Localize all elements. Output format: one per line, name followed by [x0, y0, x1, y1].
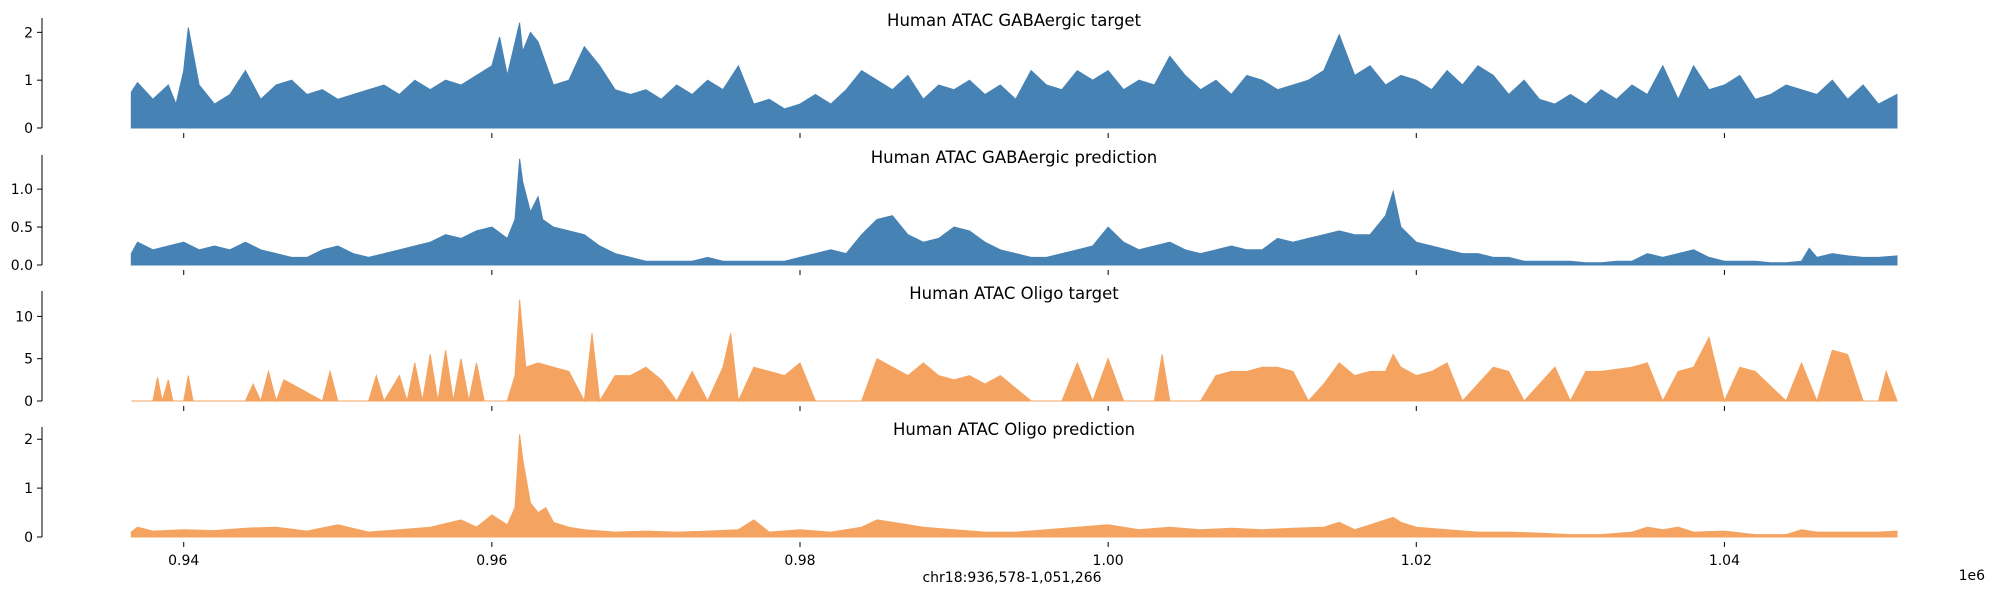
chart-panel-1: 0 1 2 Human ATAC GABAergic target — [24, 11, 1898, 138]
y-tick-label: 5 — [24, 352, 33, 368]
chart-panel-3: 0 5 10 Human ATAC Oligo target — [15, 284, 1898, 411]
y-tick-label: 0 — [24, 121, 33, 137]
area-series — [130, 22, 1898, 129]
y-tick-label: 10 — [15, 309, 33, 325]
chart-panels: 0 1 2 Human ATAC GABAergic target 0.0 0.5 1.0 H… — [11, 11, 1898, 569]
y-tick-label: 1 — [24, 73, 33, 89]
y-tick-label: 0.5 — [11, 220, 33, 236]
chart-title: Human ATAC GABAergic prediction — [871, 148, 1158, 167]
x-axis-offset-label: 1e6 — [1959, 568, 1986, 584]
y-tick-label: 1.0 — [11, 182, 33, 198]
y-tick-label: 1 — [24, 481, 33, 497]
x-tick-label: 0.96 — [476, 553, 507, 569]
y-tick-label: 0 — [24, 530, 33, 546]
x-tick-label: 1.02 — [1401, 553, 1432, 569]
chart-title: Human ATAC Oligo prediction — [893, 420, 1135, 439]
area-series — [130, 158, 1898, 266]
chart-title: Human ATAC Oligo target — [909, 284, 1119, 303]
y-tick-label: 2 — [24, 25, 33, 41]
x-tick-label: 0.94 — [168, 553, 199, 569]
chart-panel-2: 0.0 0.5 1.0 Human ATAC GABAergic prediction — [11, 148, 1898, 275]
x-tick-label: 0.98 — [784, 553, 815, 569]
x-tick-label: 1.00 — [1093, 553, 1124, 569]
x-axis-label: chr18:936,578-1,051,266 — [922, 570, 1101, 586]
y-tick-label: 2 — [24, 432, 33, 448]
y-tick-label: 0 — [24, 394, 33, 410]
chart-panel-4: 0 1 2 0.94 0.96 0.98 1.00 1.02 1.04 Human ATAC Ol… — [24, 420, 1898, 569]
chart-title: Human ATAC GABAergic target — [887, 11, 1141, 30]
x-tick-label: 1.04 — [1709, 553, 1740, 569]
y-tick-label: 0.0 — [11, 258, 33, 274]
area-series — [130, 434, 1898, 538]
area-series — [131, 299, 1898, 403]
